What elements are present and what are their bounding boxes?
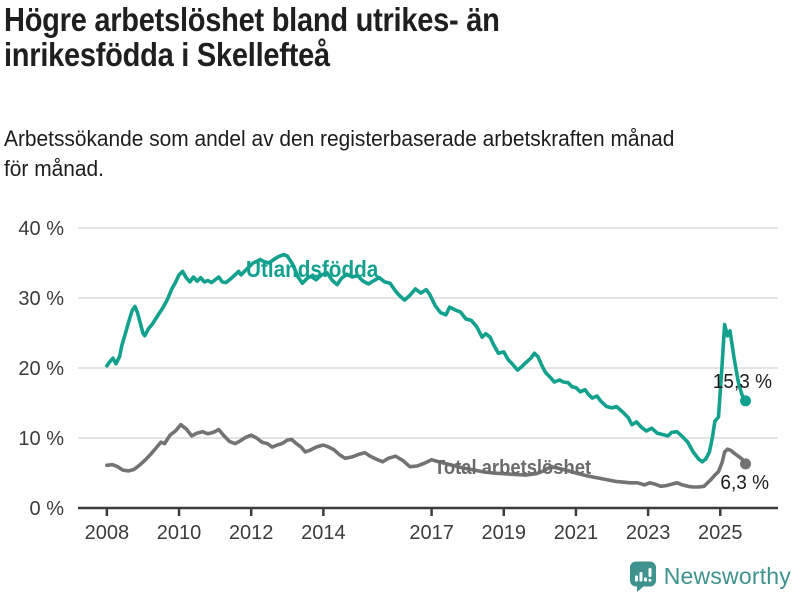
end-value-label-utlandsfodda: 15,3 % bbox=[712, 371, 772, 393]
x-axis-label-2021: 2021 bbox=[554, 522, 599, 544]
line-chart: 0 % 10 % 20 % 30 % 40 % 2008 2010 2012 2014 2017 2… bbox=[18, 218, 778, 544]
newsworthy-icon bbox=[629, 561, 656, 592]
exclamation-bar-icon bbox=[648, 568, 652, 577]
speech-bubble-shape bbox=[629, 561, 656, 592]
bar-icon-1 bbox=[634, 575, 638, 582]
y-axis-label-20: 20 % bbox=[18, 358, 64, 380]
page-title: Högre arbetslöshet bland utrikes- än inri… bbox=[4, 2, 500, 72]
x-axis-label-2014: 2014 bbox=[301, 522, 346, 544]
series-line-1 bbox=[105, 422, 748, 489]
series-end-dot-0 bbox=[740, 395, 752, 407]
y-axis-label-30: 30 % bbox=[18, 288, 64, 310]
newsworthy-wordmark: Newsworthy bbox=[663, 563, 791, 589]
x-axis-label-2010: 2010 bbox=[157, 522, 202, 544]
series-label-total-arbetsloshet: Total arbetslöshet bbox=[434, 457, 592, 479]
chart-subtitle-line1: Arbetssökande som andel av den registerb… bbox=[4, 126, 675, 151]
x-axis-label-2019: 2019 bbox=[482, 522, 527, 544]
series-line-0 bbox=[105, 252, 748, 464]
newsworthy-logo[interactable]: Newsworthy bbox=[629, 561, 791, 592]
page-title-line1: Högre arbetslöshet bland utrikes- än bbox=[4, 1, 500, 38]
series-label-utlandsfodda: Utlandsfödda bbox=[246, 256, 379, 282]
end-value-label-total: 6,3 % bbox=[720, 472, 769, 494]
x-axis-label-2023: 2023 bbox=[626, 522, 671, 544]
x-axis-label-2017: 2017 bbox=[409, 522, 454, 544]
y-axis-label-10: 10 % bbox=[18, 428, 64, 450]
x-axis-label-2025: 2025 bbox=[698, 522, 743, 544]
chart-subtitle: Arbetssökande som andel av den registerb… bbox=[4, 124, 674, 184]
chart-area: 0 % 10 % 20 % 30 % 40 % 2008 2010 2012 2014 2017 2… bbox=[0, 205, 800, 565]
bar-icon-2 bbox=[639, 572, 643, 582]
page-title-line2: inrikesfödda i Skellefteå bbox=[4, 36, 330, 73]
series-end-dot-1 bbox=[740, 458, 752, 470]
y-axis-label-40: 40 % bbox=[18, 218, 64, 240]
bar-icon-3 bbox=[643, 577, 647, 582]
chart-subtitle-line2: för månad. bbox=[4, 156, 104, 181]
exclamation-dot-icon bbox=[648, 578, 652, 582]
x-axis-label-2012: 2012 bbox=[229, 522, 274, 544]
x-axis-label-2008: 2008 bbox=[85, 522, 130, 544]
y-axis-label-0: 0 % bbox=[30, 498, 65, 520]
